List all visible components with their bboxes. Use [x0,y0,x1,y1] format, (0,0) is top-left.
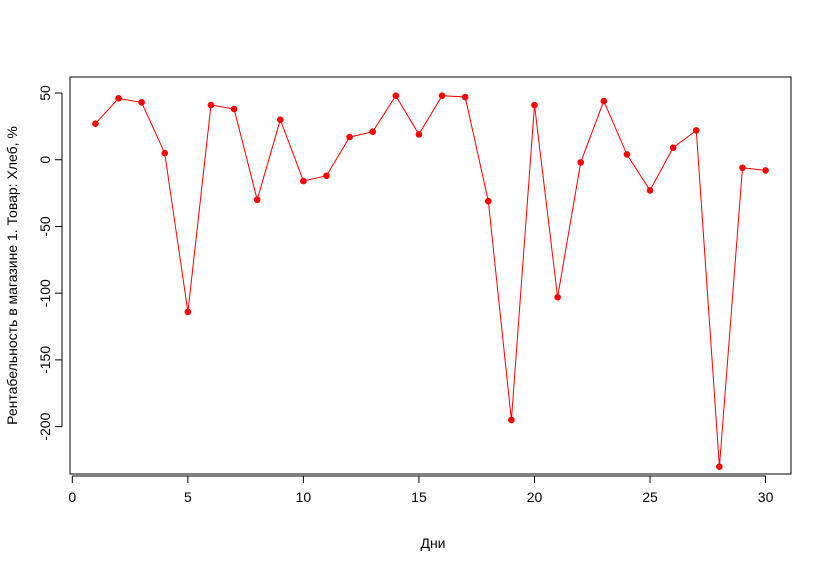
series-line-path [95,94,766,467]
x-tick-label: 30 [758,489,774,505]
x-tick-label: 20 [527,489,543,505]
data-point [623,151,631,158]
data-point [276,116,284,124]
data-point [600,97,608,105]
data-point [484,197,492,205]
x-tick-label: 5 [184,489,192,505]
data-point [461,93,469,101]
data-point [184,308,192,316]
y-tick-label: -200 [37,412,53,440]
y-tick-label: -50 [37,216,53,236]
data-point [346,133,353,141]
y-tick-label: -150 [37,346,53,374]
y-tick-label: 50 [37,85,53,101]
y-axis-title: Рентабельность в магазине 1. Товар: Хлеб… [4,126,20,425]
x-axis-title: Дни [420,535,445,551]
data-point [392,92,400,99]
y-axis: 50 0 -50 -100 -150 -200 [37,85,63,441]
data-point [438,92,446,99]
y-tick-label: 0 [37,156,53,164]
data-point [323,172,330,180]
data-point [577,159,585,166]
data-point [92,120,99,128]
data-point [230,105,238,113]
plot-frame [69,76,792,475]
data-point [115,95,122,102]
y-tick-label: -100 [37,279,53,307]
data-point [716,463,723,470]
data-point [369,128,377,136]
data-point [253,196,261,204]
data-point [300,177,307,185]
data-point [508,416,515,424]
data-point [669,144,677,152]
data-point [692,127,700,134]
data-point [739,164,746,172]
data-point [762,167,769,174]
x-tick-label: 15 [411,489,427,505]
x-axis: 0 5 10 15 20 25 30 [68,475,774,505]
data-point [207,101,215,109]
x-tick-label: 25 [642,489,658,505]
series-line [95,94,766,467]
x-tick-label: 10 [296,489,312,505]
series-points [92,92,769,470]
data-point [531,101,538,109]
data-point [554,293,561,301]
data-point [138,99,145,106]
data-point [646,187,654,194]
data-point [161,149,169,157]
x-tick-label: 0 [68,489,76,505]
data-point [415,131,423,138]
